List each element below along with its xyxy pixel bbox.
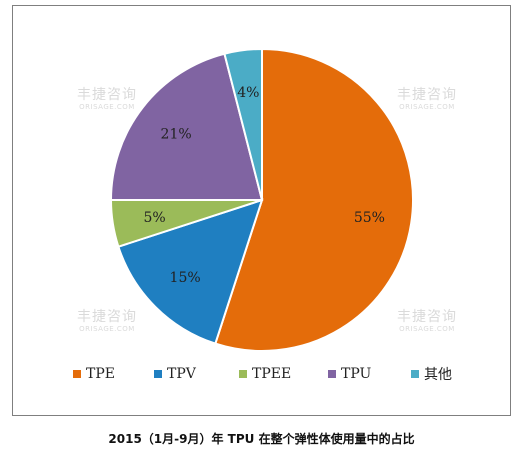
legend-swatch xyxy=(154,370,162,378)
slice-label: 21% xyxy=(161,126,192,142)
pie-slice xyxy=(223,47,263,201)
slice-label: 4% xyxy=(237,85,259,101)
pie-chart: 55% 15% 5% 21% 4% xyxy=(109,47,414,352)
legend-label: TPEE xyxy=(252,366,292,382)
legend-swatch xyxy=(411,370,419,378)
legend-item-tpee: TPEE xyxy=(239,362,291,386)
legend-label: TPE xyxy=(86,366,115,382)
legend-swatch xyxy=(73,370,81,378)
chart-frame: 55% 15% 5% 21% 4% 丰捷咨询 ORISAGE.COM 丰捷咨询 ORIS… xyxy=(12,5,511,416)
chart-title: 2015（1月-9月）年 TPU 在整个弹性体使用量中的占比 xyxy=(108,432,415,446)
legend-swatch xyxy=(239,370,247,378)
slice-label: 55% xyxy=(354,210,385,226)
legend-label: 其他 xyxy=(424,367,452,383)
legend-item-tpu: TPU xyxy=(328,362,371,386)
slice-label: 5% xyxy=(144,210,166,226)
slice-label: 15% xyxy=(170,270,201,286)
legend-label: TPU xyxy=(341,366,372,382)
legend-item-tpe: TPE xyxy=(73,362,115,386)
legend-item-tpv: TPV xyxy=(154,362,196,386)
chart-legend: TPE TPV TPEE TPU 其他 xyxy=(73,362,493,386)
pie-slice xyxy=(214,47,414,352)
legend-swatch xyxy=(328,370,336,378)
pie-slice xyxy=(109,52,264,201)
legend-label: TPV xyxy=(167,366,196,382)
legend-item-other: 其他 xyxy=(411,362,452,386)
